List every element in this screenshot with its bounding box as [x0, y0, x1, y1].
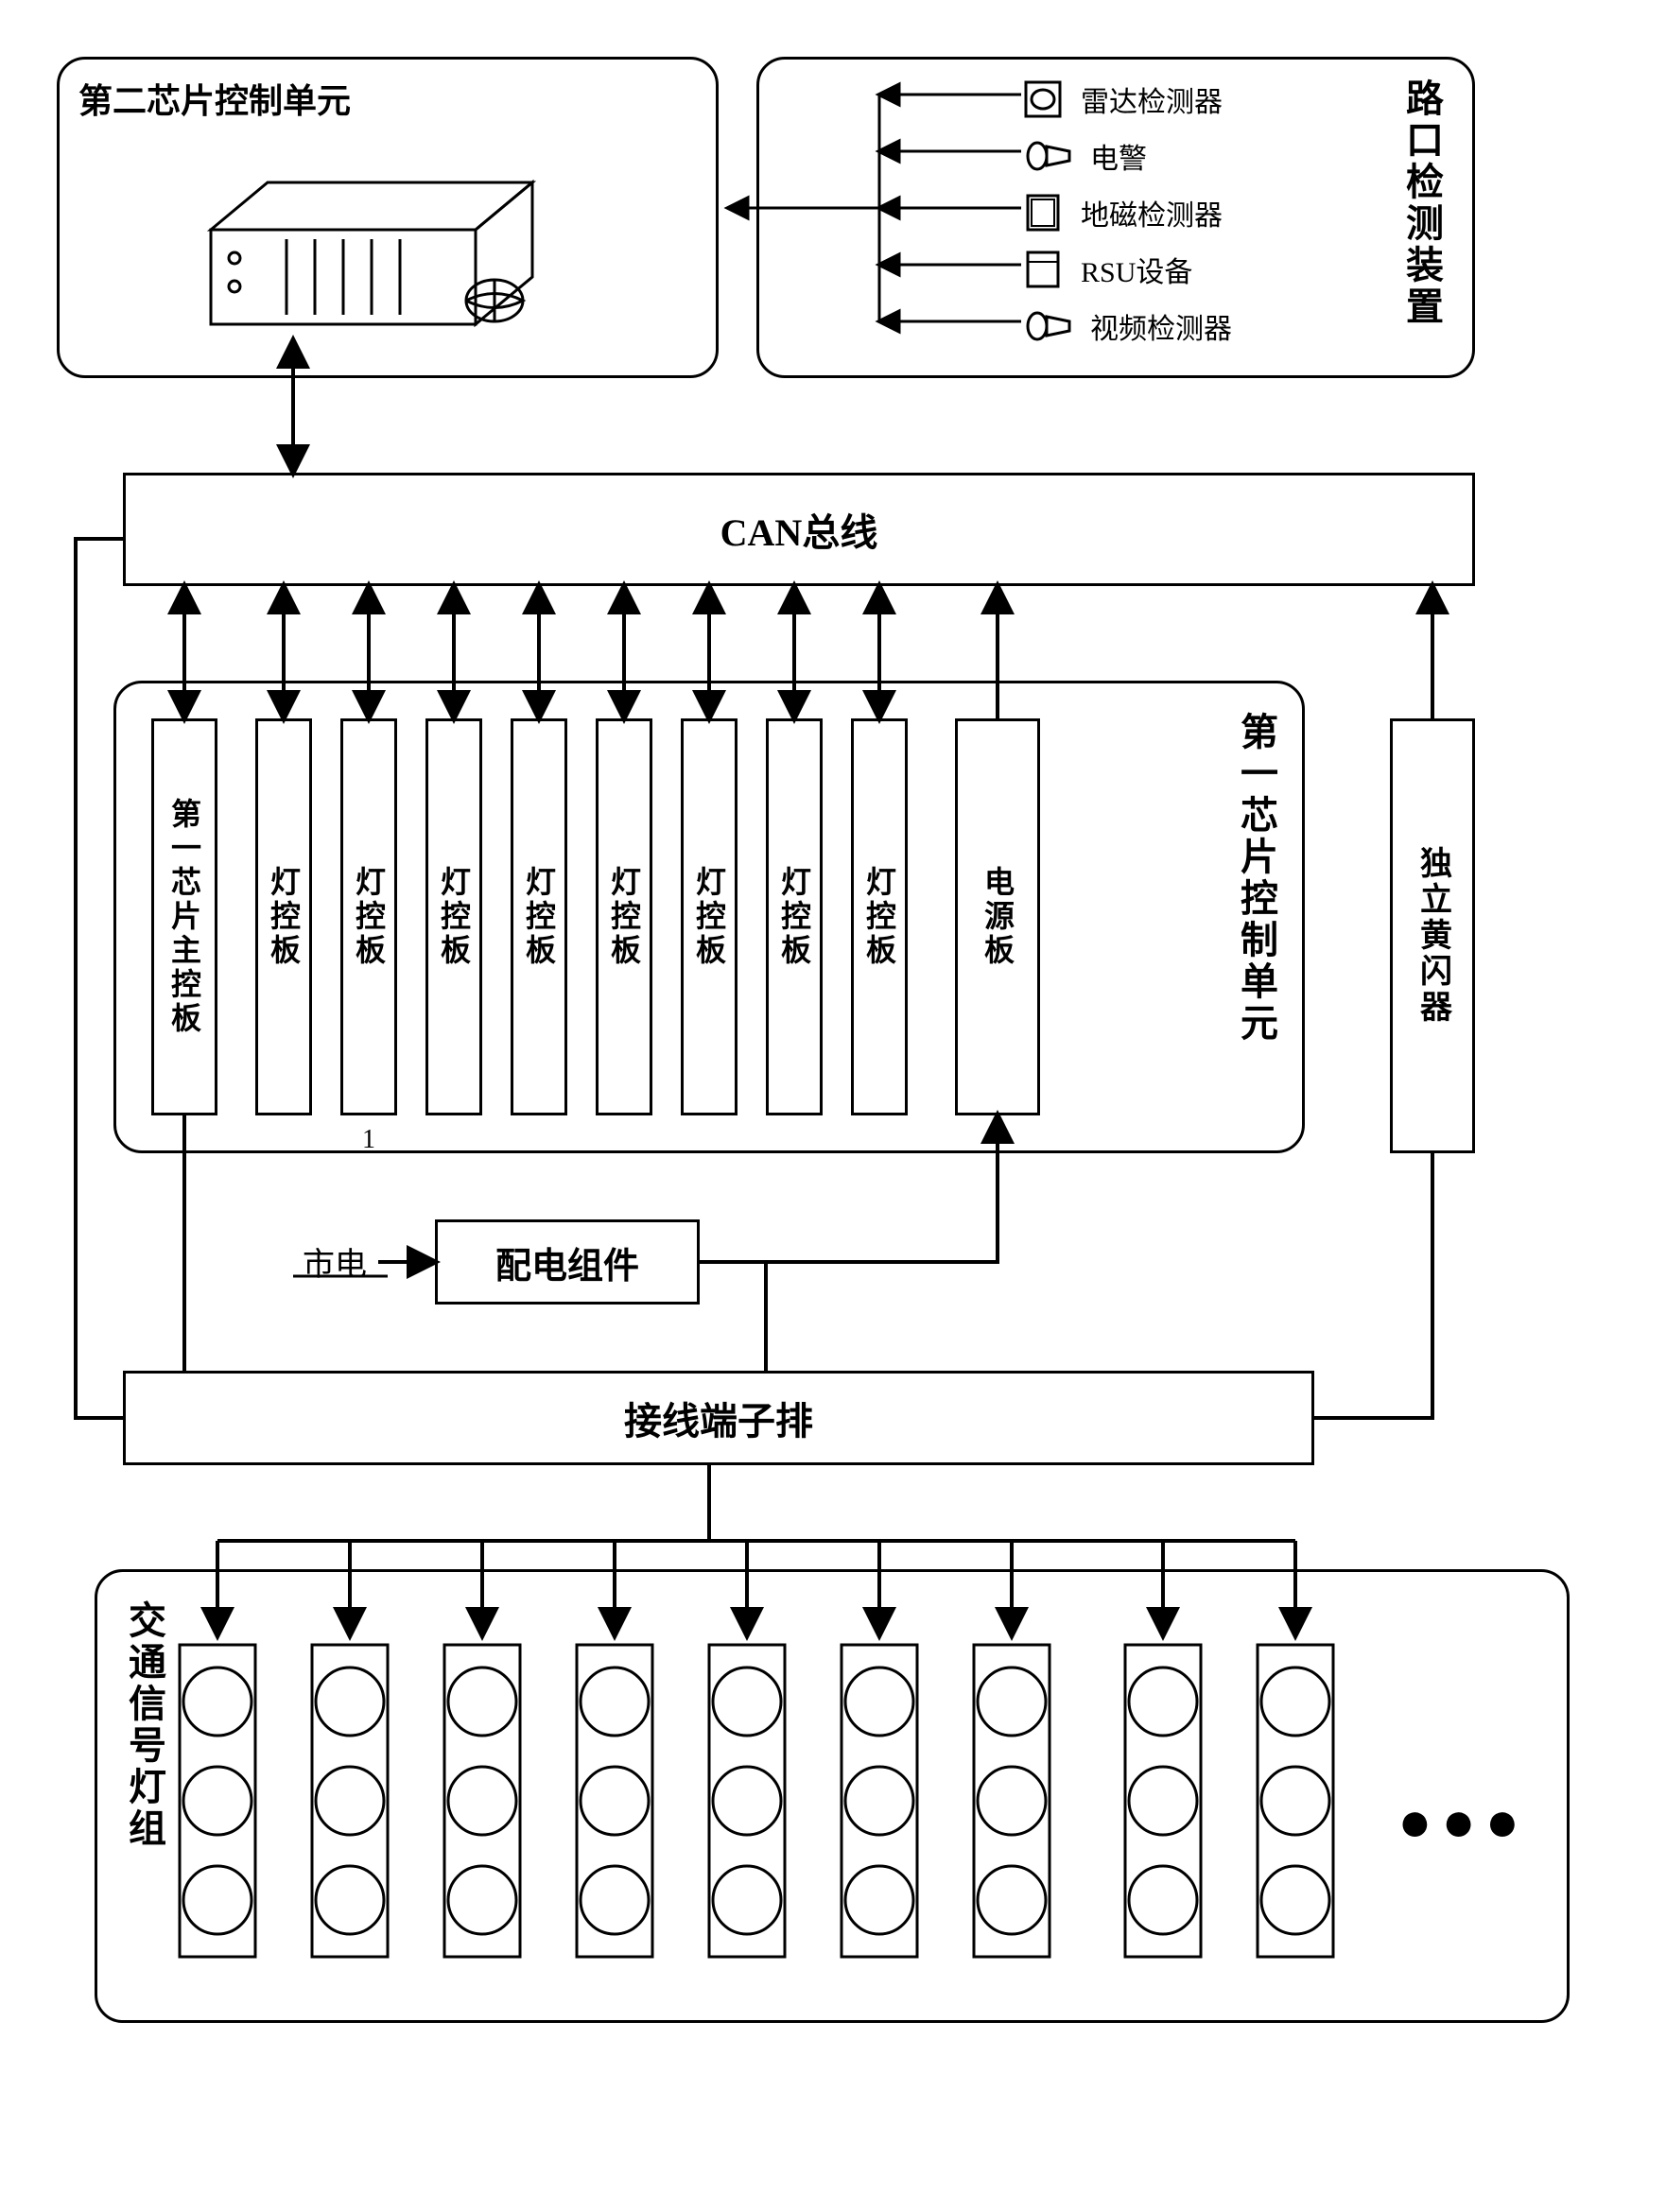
mains-label: 市电	[303, 1238, 367, 1285]
light-board-label-0: 灯控板	[262, 866, 305, 968]
light-board-label-2: 灯控板	[432, 866, 476, 968]
traffic-lights-box: 交通信号灯组 ●●●	[95, 1569, 1570, 2023]
light-board-label-7: 灯控板	[858, 866, 901, 968]
rsu-icon	[1024, 251, 1062, 288]
light-board-label-5: 灯控板	[687, 866, 731, 968]
light-board-2: 灯控板	[425, 718, 482, 1115]
det-item-1: 电警	[1024, 135, 1147, 177]
flasher-label: 独立黄闪器	[1410, 846, 1456, 1026]
light-board-label-3: 灯控板	[517, 866, 561, 968]
main-board-box: 第一芯片主控板	[151, 718, 217, 1115]
chip2-title: 第二芯片控制单元	[78, 74, 351, 123]
det-label-4: 视频检测器	[1090, 305, 1232, 347]
det-label-1: 电警	[1090, 135, 1147, 177]
power-board-label: 电源板	[976, 866, 1019, 968]
det-label-2: 地磁检测器	[1081, 192, 1223, 233]
light-board-5: 灯控板	[681, 718, 738, 1115]
light-board-label-1: 灯控板	[347, 866, 390, 968]
light-board-label-6: 灯控板	[772, 866, 816, 968]
power-board-box: 电源板	[955, 718, 1040, 1115]
light-board-1-page: 1	[340, 1125, 397, 1155]
video-icon	[1024, 307, 1071, 345]
det-item-2: 地磁检测器	[1024, 192, 1223, 233]
det-label-0: 雷达检测器	[1081, 78, 1223, 120]
det-item-0: 雷达检测器	[1024, 78, 1223, 120]
light-board-7: 灯控板	[851, 718, 908, 1115]
ellipsis-icon: ●●●	[1397, 1789, 1529, 1855]
radar-icon	[1024, 80, 1062, 118]
light-board-1: 灯控板	[340, 718, 397, 1115]
dist-label: 配电组件	[495, 1236, 639, 1288]
can-bus-label: CAN总线	[720, 502, 878, 557]
det-item-3: RSU设备	[1024, 249, 1192, 290]
camera-icon	[1024, 137, 1071, 175]
light-board-label-4: 灯控板	[602, 866, 646, 968]
det-item-4: 视频检测器	[1024, 305, 1232, 347]
dist-box: 配电组件	[435, 1219, 700, 1305]
terminal-box: 接线端子排	[123, 1371, 1314, 1465]
flasher-box: 独立黄闪器	[1390, 718, 1475, 1153]
light-board-0: 灯控板	[255, 718, 312, 1115]
traffic-lights-title: 交通信号灯组	[116, 1600, 171, 1997]
terminal-label: 接线端子排	[624, 1391, 813, 1445]
detection-box: 路口检测装置 雷达检测器 电警 地磁检测器 RSU设备 视频检测器	[756, 57, 1475, 378]
detection-title: 路口检测装置	[1394, 78, 1449, 362]
geomag-icon	[1024, 194, 1062, 232]
server-icon	[173, 154, 608, 362]
chip1-title: 第一芯片控制单元	[1228, 712, 1283, 1128]
light-board-3: 灯控板	[511, 718, 567, 1115]
main-board-label: 第一芯片主控板	[163, 798, 206, 1036]
det-label-3: RSU设备	[1081, 249, 1192, 290]
light-board-6: 灯控板	[766, 718, 823, 1115]
light-board-4: 灯控板	[596, 718, 652, 1115]
can-bus-box: CAN总线	[123, 473, 1475, 586]
chip2-unit-box: 第二芯片控制单元	[57, 57, 719, 378]
